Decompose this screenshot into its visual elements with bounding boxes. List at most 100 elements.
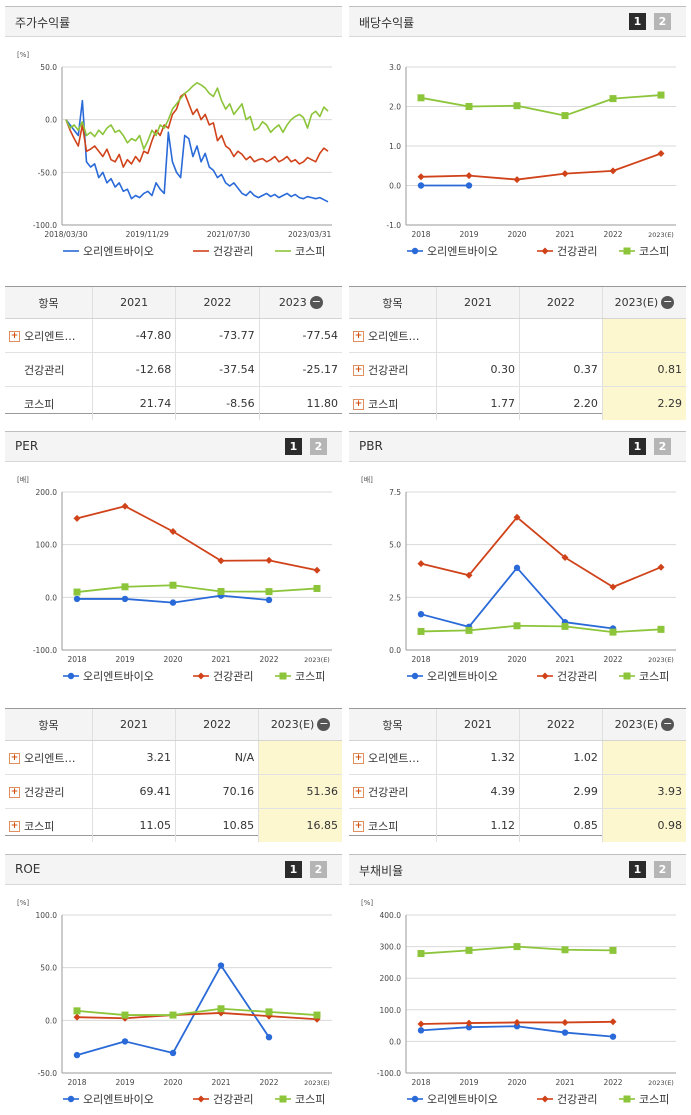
- data-point: [417, 173, 425, 181]
- table-cell: 0.98: [601, 808, 686, 842]
- expand-icon[interactable]: +: [353, 787, 364, 798]
- series-line: [420, 152, 662, 181]
- row-label: 오리엔트…: [368, 329, 420, 343]
- column-header: 항목: [5, 709, 93, 741]
- table-cell: -25.17: [258, 352, 342, 387]
- expand-icon[interactable]: +: [9, 821, 20, 832]
- series-0: [417, 1023, 617, 1040]
- y-tick-label: -100.0: [33, 646, 57, 655]
- table-cell: 11.80: [258, 386, 342, 420]
- view-1-button[interactable]: 1: [629, 13, 646, 30]
- table-cell: [518, 318, 603, 353]
- data-point: [197, 1095, 205, 1103]
- dividend-panel: 배당수익률 1 2 3.0 2.0 1.0 0.0 -1.0 2018 2019 2020 20…: [349, 6, 686, 265]
- row-name[interactable]: + 건강관리: [5, 774, 93, 809]
- row-name[interactable]: + 코스피: [349, 387, 437, 421]
- expand-icon[interactable]: +: [9, 331, 20, 342]
- x-tick-label: 2019: [459, 230, 478, 239]
- data-point: [623, 672, 631, 680]
- x-tick-label: 2018: [67, 1078, 86, 1087]
- table-cell: 11.05: [91, 808, 176, 842]
- data-point: [657, 150, 665, 158]
- expand-icon[interactable]: +: [9, 787, 20, 798]
- data-point: [465, 172, 473, 180]
- table-row: + 건강관리 4.39 2.99 3.93: [349, 774, 686, 809]
- row-name[interactable]: + 코스피: [349, 809, 437, 843]
- row-name[interactable]: + 오리엔트…: [349, 740, 437, 775]
- row-label: 건강관리: [368, 363, 409, 377]
- series-2: [417, 943, 617, 958]
- dividend-table: 항목 2021 2022 2023(E) − + 오리엔트… + 건강관리 0.30 0.37 0.8…: [349, 286, 686, 420]
- table-row: 코스피 21.74 -8.56 11.80: [5, 386, 342, 420]
- data-point: [169, 599, 177, 606]
- row-name[interactable]: + 건강관리: [349, 352, 437, 387]
- row-label: 건강관리: [24, 785, 65, 799]
- expand-icon[interactable]: +: [353, 399, 364, 410]
- x-tick-label: 2023/03/31: [288, 230, 331, 239]
- expand-icon[interactable]: +: [353, 753, 364, 764]
- table-cell: [601, 740, 686, 775]
- view-1-button[interactable]: 1: [285, 438, 302, 455]
- y-tick-label: 1.0: [389, 142, 401, 151]
- table-cell: 4.39: [436, 774, 520, 809]
- data-point: [513, 513, 521, 521]
- data-point: [121, 583, 129, 591]
- y-tick-label: 5.0: [389, 541, 401, 550]
- view-2-button[interactable]: 2: [310, 861, 327, 878]
- expand-icon[interactable]: +: [9, 753, 20, 764]
- collapse-icon[interactable]: −: [317, 717, 331, 732]
- x-tick-label: 2021: [211, 1078, 230, 1087]
- expand-icon[interactable]: +: [353, 821, 364, 832]
- data-point: [411, 1095, 419, 1103]
- row-name[interactable]: + 오리엔트…: [5, 318, 93, 353]
- legend-label: 오리엔트바이오: [83, 1093, 154, 1106]
- collapse-icon[interactable]: −: [661, 717, 675, 732]
- row-label: 오리엔트…: [368, 751, 420, 765]
- data-point: [417, 94, 425, 102]
- y-tick-label: 100.0: [36, 911, 58, 920]
- table-row: + 오리엔트… 1.32 1.02: [349, 740, 686, 775]
- unit-label: [%]: [17, 51, 29, 59]
- table-cell: N/A: [175, 740, 259, 775]
- data-point: [513, 622, 521, 630]
- collapse-icon[interactable]: −: [309, 295, 323, 310]
- table-cell: 2.99: [518, 774, 603, 809]
- data-point: [417, 950, 425, 958]
- view-2-button[interactable]: 2: [310, 438, 327, 455]
- column-header: 2021: [436, 287, 520, 319]
- view-1-button[interactable]: 1: [629, 438, 646, 455]
- collapse-icon[interactable]: −: [661, 295, 675, 310]
- view-1-button[interactable]: 1: [629, 861, 646, 878]
- legend-label: 코스피: [295, 245, 325, 258]
- view-1-button[interactable]: 1: [285, 861, 302, 878]
- unit-label: [배]: [17, 475, 29, 484]
- table-row: + 오리엔트… -47.80 -73.77 -77.54: [5, 318, 342, 353]
- y-tick-label: -100.0: [33, 221, 57, 230]
- data-point: [217, 1005, 225, 1013]
- table-cell: -47.80: [91, 318, 176, 353]
- expand-icon[interactable]: +: [353, 365, 364, 376]
- y-tick-label: 0.0: [45, 593, 57, 602]
- data-point: [417, 610, 425, 618]
- view-2-button[interactable]: 2: [654, 861, 671, 878]
- data-point: [313, 584, 321, 592]
- data-point: [465, 626, 473, 634]
- view-2-button[interactable]: 2: [654, 13, 671, 30]
- view-2-button[interactable]: 2: [654, 438, 671, 455]
- x-tick-label: 2022: [603, 230, 622, 239]
- row-name[interactable]: + 오리엔트…: [5, 740, 93, 775]
- expand-icon[interactable]: +: [353, 331, 364, 342]
- row-name[interactable]: + 오리엔트…: [349, 318, 437, 353]
- table-cell: -73.77: [175, 318, 260, 353]
- y-tick-label: 2.0: [389, 103, 401, 112]
- row-label: 코스피: [24, 819, 55, 833]
- row-name[interactable]: + 건강관리: [349, 774, 437, 809]
- row-name[interactable]: + 코스피: [5, 809, 92, 843]
- table-cell: 0.30: [436, 352, 520, 387]
- panel-title: 부채비율: [359, 864, 404, 878]
- legend-label: 오리엔트바이오: [427, 1093, 498, 1106]
- row-label: 건강관리: [24, 363, 65, 377]
- series-line: [420, 516, 662, 588]
- table-cell: 21.74: [91, 386, 176, 420]
- column-header: 2022: [518, 709, 603, 741]
